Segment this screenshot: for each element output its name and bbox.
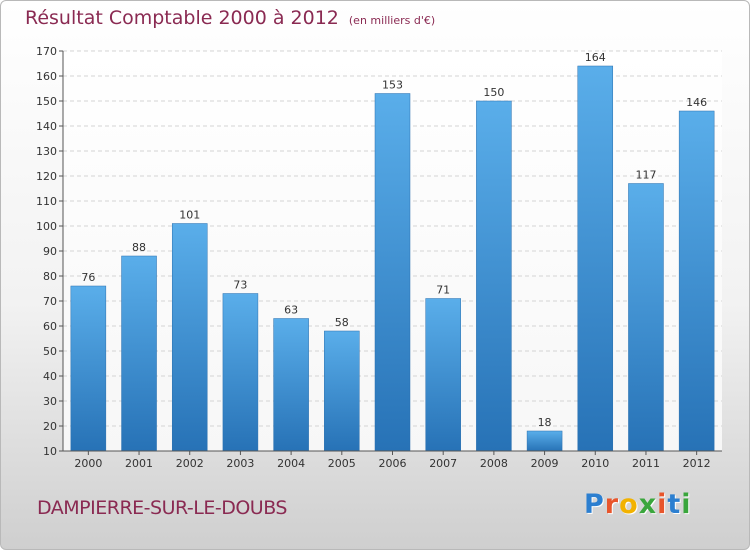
- bar-value-label: 117: [635, 169, 656, 182]
- bar-value-label: 58: [335, 316, 349, 329]
- bar: [678, 110, 715, 452]
- x-tick-label: 2002: [176, 457, 204, 470]
- bar-value-label: 63: [284, 304, 298, 317]
- y-tick-label: 170: [36, 45, 57, 58]
- y-tick-label: 150: [36, 95, 57, 108]
- y-tick-label: 140: [36, 120, 57, 133]
- logo-letter: t: [667, 489, 682, 520]
- x-tick-label: 2011: [632, 457, 660, 470]
- bar: [577, 65, 614, 452]
- bar: [171, 223, 208, 452]
- y-tick-label: 50: [43, 345, 57, 358]
- chart-title: Résultat Comptable 2000 à 2012: [25, 7, 339, 29]
- x-tick-label: 2005: [328, 457, 356, 470]
- bar-value-label: 164: [585, 51, 606, 64]
- bar: [273, 318, 309, 452]
- logo-letter: P: [584, 489, 605, 520]
- x-tick-label: 2007: [429, 457, 457, 470]
- y-tick-label: 40: [43, 370, 57, 383]
- y-tick-label: 90: [43, 245, 57, 258]
- bar-value-label: 71: [436, 284, 450, 297]
- y-tick-label: 120: [36, 170, 57, 183]
- x-tick-label: 2009: [531, 457, 559, 470]
- bar-value-label: 73: [233, 279, 247, 292]
- x-tick-label: 2008: [480, 457, 508, 470]
- town-name: DAMPIERRE-SUR-LE-DOUBS: [37, 497, 287, 519]
- bar: [121, 255, 157, 452]
- bar-value-label: 18: [538, 416, 552, 429]
- x-tick-label: 2012: [683, 457, 711, 470]
- logo-letter: r: [604, 489, 620, 520]
- bar-value-label: 150: [483, 86, 504, 99]
- bar: [476, 100, 512, 452]
- chart-subtitle: (en milliers d'€): [348, 14, 436, 27]
- chart-title-line: Résultat Comptable 2000 à 2012 (en millie…: [25, 7, 435, 29]
- bar: [222, 293, 259, 452]
- y-tick-label: 70: [43, 295, 57, 308]
- y-tick-label: 20: [43, 420, 57, 433]
- bar: [374, 93, 411, 452]
- y-tick-label: 60: [43, 320, 57, 333]
- data-labels: 76 88 101 73 63 58 153 71 150 18 164 117 146: [81, 51, 707, 429]
- y-tick-label: 30: [43, 395, 57, 408]
- bar-value-label: 88: [132, 241, 146, 254]
- x-tick-label: 2003: [226, 457, 254, 470]
- bar: [70, 285, 107, 452]
- x-tick-label: 2001: [125, 457, 153, 470]
- bar-value-label: 101: [179, 209, 200, 222]
- bar: [425, 298, 461, 452]
- logo-letter: o: [619, 489, 639, 520]
- x-tick-label: 2006: [379, 457, 407, 470]
- y-tick-label: 80: [43, 270, 57, 283]
- x-tick-label: 2000: [74, 457, 102, 470]
- logo-letter: i: [681, 489, 692, 520]
- bar-value-label: 153: [382, 79, 403, 92]
- bar: [526, 430, 563, 452]
- y-tick-label: 100: [36, 220, 57, 233]
- bar-value-label: 146: [686, 96, 707, 109]
- proxiti-logo: Proxiti: [584, 489, 692, 520]
- x-tick-label: 2010: [581, 457, 609, 470]
- bars: [70, 65, 715, 452]
- logo-letter: i: [657, 489, 668, 520]
- bar-value-label: 76: [81, 271, 95, 284]
- bar: [628, 183, 664, 452]
- axes: 10 20 30 40 50 60 70 80 90 100 110 120 130 140 150 160 1…: [36, 45, 722, 470]
- logo-letter: x: [638, 489, 658, 520]
- y-tick-label: 110: [36, 195, 57, 208]
- bar: [324, 330, 360, 452]
- y-tick-label: 10: [43, 445, 57, 458]
- y-tick-label: 160: [36, 70, 57, 83]
- y-tick-label: 130: [36, 145, 57, 158]
- x-tick-label: 2004: [277, 457, 305, 470]
